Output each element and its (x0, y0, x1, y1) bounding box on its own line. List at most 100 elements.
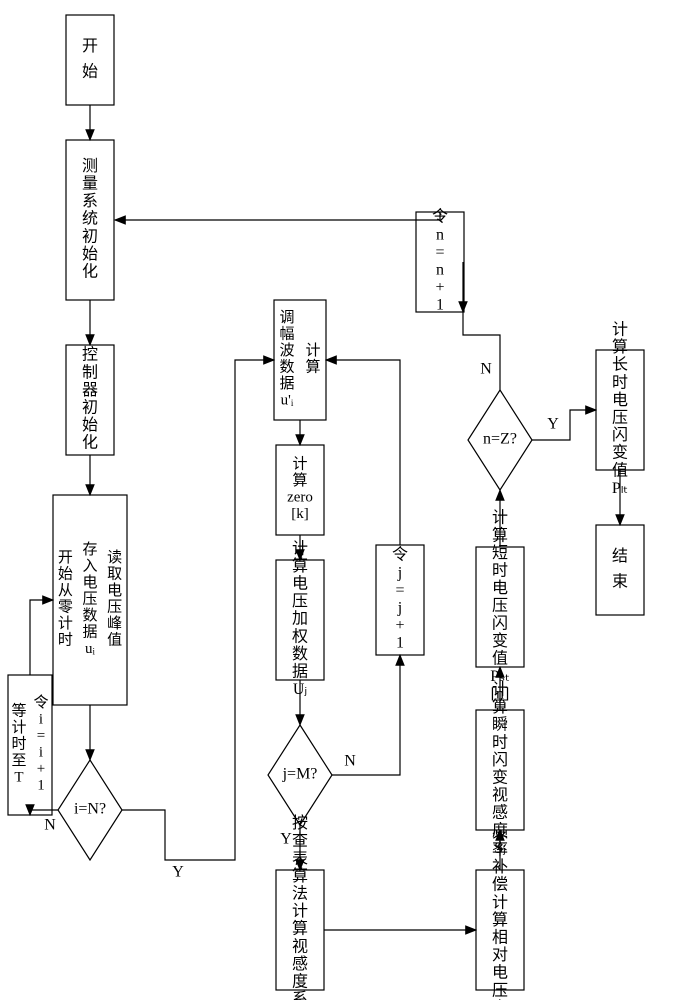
svg-text:初: 初 (82, 398, 98, 416)
svg-text:化: 化 (82, 262, 98, 280)
svg-text:j=M?: j=M? (282, 766, 318, 783)
svg-text:长: 长 (612, 356, 628, 374)
svg-text:zero: zero (287, 490, 313, 506)
svg-text:峰: 峰 (107, 615, 122, 632)
svg-text:始: 始 (82, 416, 98, 434)
svg-text:开: 开 (58, 550, 73, 566)
svg-text:数: 数 (82, 607, 97, 624)
edge-iN-calcAM (122, 360, 274, 860)
svg-text:Y: Y (547, 416, 559, 433)
svg-text:波: 波 (279, 342, 294, 359)
svg-text:令: 令 (33, 694, 48, 711)
svg-text:感: 感 (492, 804, 508, 822)
svg-text:视: 视 (292, 937, 308, 955)
svg-text:时: 时 (11, 735, 26, 752)
svg-text:感: 感 (292, 955, 308, 973)
svg-text:令: 令 (392, 546, 408, 564)
svg-text:器: 器 (82, 381, 98, 399)
svg-text:闪: 闪 (492, 751, 508, 769)
svg-text:电: 电 (492, 964, 508, 982)
svg-text:N: N (344, 753, 356, 770)
svg-text:瞬: 瞬 (492, 716, 508, 734)
svg-text:电: 电 (107, 582, 122, 599)
svg-text:束: 束 (612, 572, 628, 590)
svg-text:N: N (44, 817, 56, 834)
svg-text:算: 算 (292, 919, 308, 938)
svg-text:量: 量 (82, 175, 98, 192)
edge-jM-jinc (332, 655, 400, 775)
svg-text:T: T (14, 769, 23, 785)
svg-text:i: i (39, 712, 43, 728)
svg-text:权: 权 (292, 627, 308, 645)
svg-text:[k]: [k] (291, 506, 309, 522)
svg-text:j: j (397, 599, 402, 616)
svg-text:对: 对 (492, 946, 508, 964)
edge-ninc-sysinit_loop (115, 212, 440, 220)
svg-text:Y: Y (280, 831, 292, 848)
svg-text:变: 变 (492, 768, 508, 786)
svg-text:n: n (436, 261, 444, 278)
svg-text:度: 度 (292, 972, 308, 990)
svg-text:电: 电 (292, 574, 308, 592)
svg-text:uᵢ: uᵢ (85, 641, 96, 657)
svg-text:算: 算 (305, 358, 320, 376)
svg-text:=: = (435, 244, 444, 261)
svg-text:等: 等 (11, 701, 26, 719)
svg-text:始: 始 (82, 245, 98, 263)
svg-text:压: 压 (292, 593, 308, 610)
svg-text:初: 初 (82, 227, 98, 245)
svg-text:系: 系 (292, 990, 308, 1000)
node-end (596, 525, 644, 615)
svg-text:+: + (435, 279, 444, 296)
svg-text:u'ᵢ: u'ᵢ (281, 393, 294, 409)
svg-text:读: 读 (107, 549, 122, 566)
svg-text:取: 取 (107, 566, 122, 583)
svg-text:测: 测 (82, 157, 98, 175)
svg-text:据: 据 (279, 375, 294, 392)
svg-text:幅: 幅 (279, 326, 294, 343)
svg-text:加: 加 (292, 610, 308, 628)
svg-text:压: 压 (612, 409, 628, 426)
svg-text:1: 1 (396, 635, 404, 652)
svg-text:计: 计 (58, 615, 73, 632)
svg-text:数: 数 (292, 645, 308, 663)
svg-text:电: 电 (612, 391, 628, 409)
svg-text:控: 控 (82, 346, 98, 364)
svg-text:系: 系 (82, 192, 98, 210)
svg-text:n: n (436, 226, 444, 243)
svg-text:计: 计 (492, 893, 508, 911)
svg-text:电: 电 (82, 574, 97, 591)
svg-text:电: 电 (492, 579, 508, 597)
svg-text:时: 时 (58, 632, 73, 649)
svg-text:化: 化 (82, 434, 98, 452)
svg-text:+: + (395, 617, 404, 634)
svg-text:变: 变 (492, 632, 508, 650)
svg-text:据: 据 (292, 662, 308, 680)
svg-text:至: 至 (11, 753, 26, 769)
svg-text:据: 据 (82, 623, 97, 640)
svg-text:=: = (37, 728, 45, 744)
svg-text:算: 算 (612, 337, 628, 356)
svg-text:1: 1 (436, 297, 444, 314)
svg-text:视: 视 (492, 786, 508, 804)
svg-text:法: 法 (292, 884, 308, 902)
svg-text:压: 压 (82, 590, 97, 607)
svg-text:相: 相 (492, 928, 508, 946)
svg-text:偿: 偿 (492, 876, 508, 894)
svg-text:统: 统 (82, 210, 98, 228)
svg-text:i=N?: i=N? (74, 801, 106, 818)
svg-text:Y: Y (172, 864, 184, 881)
svg-text:压: 压 (107, 599, 122, 616)
svg-text:时: 时 (492, 733, 508, 751)
svg-text:N: N (480, 361, 492, 378)
svg-text:i: i (39, 745, 43, 761)
svg-text:+: + (37, 761, 45, 777)
svg-text:闪: 闪 (612, 426, 628, 444)
node-start (66, 15, 114, 105)
svg-text:存: 存 (82, 541, 97, 558)
svg-text:计: 计 (292, 456, 307, 473)
svg-text:始: 始 (58, 566, 73, 583)
svg-text:压: 压 (492, 598, 508, 615)
svg-text:从: 从 (58, 583, 73, 599)
svg-text:计: 计 (612, 320, 628, 338)
